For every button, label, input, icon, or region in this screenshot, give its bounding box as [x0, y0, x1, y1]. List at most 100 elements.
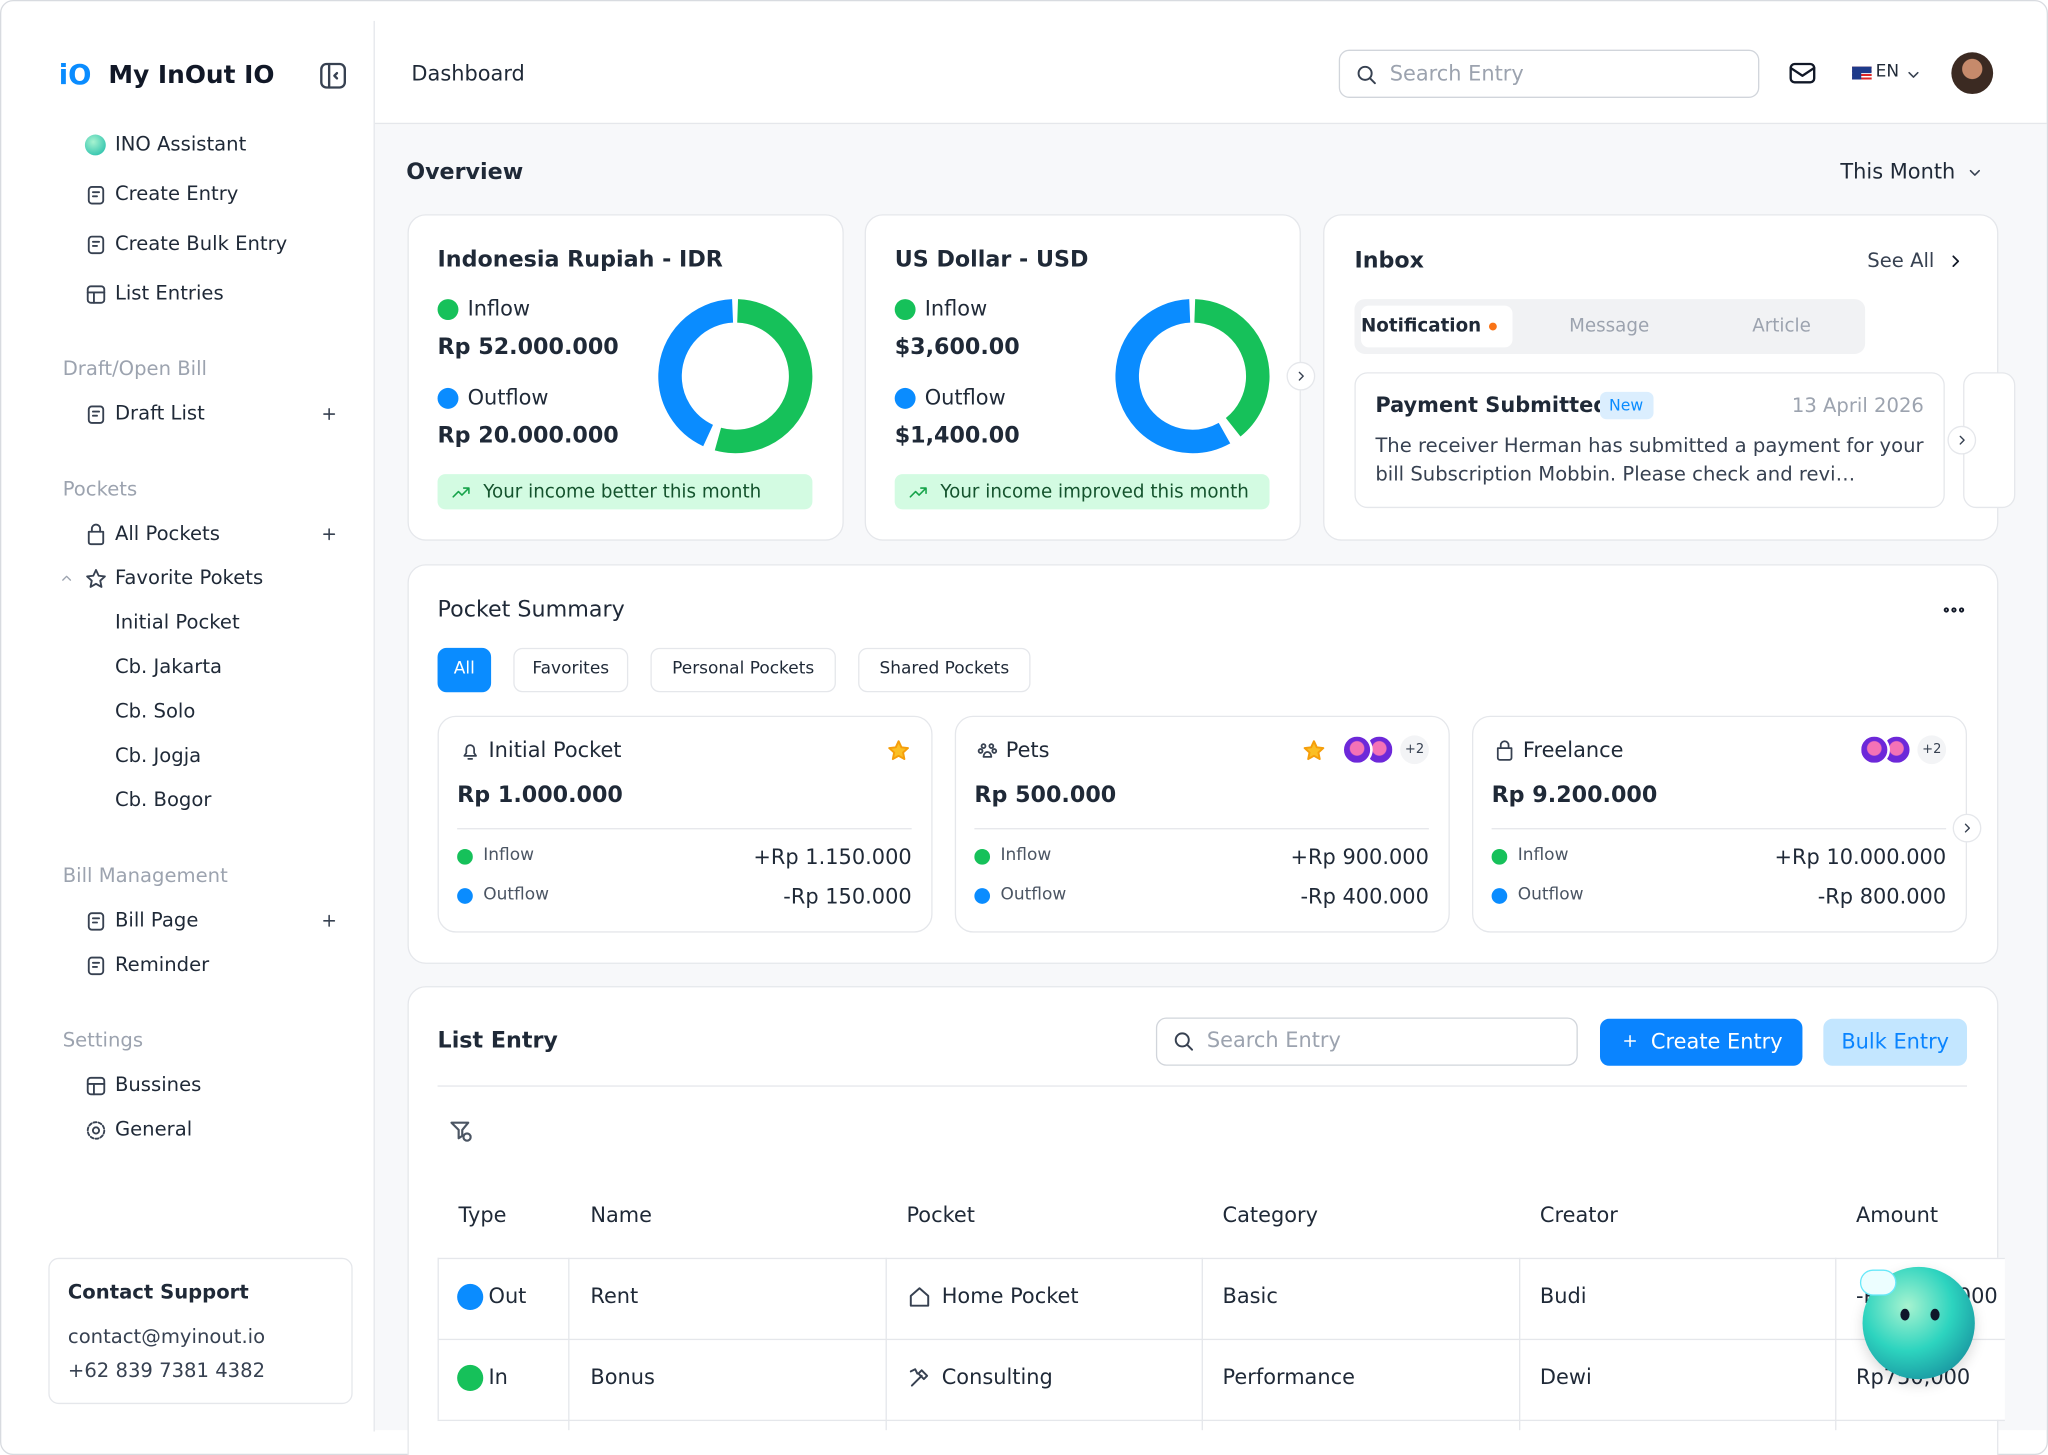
col-line: [1835, 1257, 1837, 1431]
badge: [1599, 391, 1654, 420]
sub-item[interactable]: Initial Pocket: [114, 610, 240, 634]
filter-label: Shared Pockets: [879, 659, 1010, 679]
filter-chip[interactable]: [437, 647, 492, 693]
divider: [437, 1085, 1968, 1087]
create-button[interactable]: [1599, 1018, 1803, 1066]
pocket-next[interactable]: [1952, 813, 1982, 843]
nav-icon: [86, 284, 105, 304]
see-all[interactable]: See All: [1867, 248, 1935, 272]
table-body: [437, 1257, 2005, 1420]
language[interactable]: EN: [1875, 62, 1900, 82]
outflow-dot: [894, 387, 916, 409]
sub-item[interactable]: Cb. Solo: [114, 699, 196, 723]
search-box[interactable]: [1338, 49, 1760, 98]
item-icon: [86, 1076, 105, 1095]
inflow-label: Inflow: [483, 845, 535, 866]
nav-item[interactable]: Reminder: [114, 952, 210, 976]
more-members: [1917, 735, 1947, 765]
tab[interactable]: Notification: [1360, 315, 1482, 337]
divider: [1491, 828, 1947, 830]
outflow-label: Outflow: [483, 884, 550, 905]
flag: [1852, 66, 1872, 80]
tab[interactable]: Message: [1569, 315, 1650, 337]
message-body: The receiver Herman has submitted a paym…: [1375, 433, 1924, 486]
list-search[interactable]: [1155, 1017, 1578, 1066]
add-icon: [323, 914, 336, 927]
outflow-value: Rp 20.000.000: [437, 423, 619, 450]
item-icon: [85, 568, 106, 588]
cell: Consulting: [941, 1364, 1053, 1390]
pocket-next-icon: [1964, 823, 1970, 833]
nav-item[interactable]: Draft List: [114, 401, 205, 425]
column-header: Category: [1222, 1202, 1318, 1228]
filter-chip[interactable]: [858, 647, 1031, 693]
sub-item[interactable]: Cb. Jogja: [114, 743, 202, 768]
sub-item[interactable]: Cb. Bogor: [114, 787, 212, 812]
cell: Basic: [1222, 1283, 1278, 1309]
section-title: Draft/Open Bill: [62, 356, 208, 381]
tab[interactable]: Article: [1752, 315, 1811, 337]
inflow-value: Rp 52.000.000: [437, 334, 619, 361]
filter-label: Personal Pockets: [672, 659, 815, 679]
period[interactable]: This Month: [1840, 158, 1956, 184]
nav-item[interactable]: Bussines: [114, 1072, 202, 1097]
nav-item[interactable]: List Entries: [114, 281, 224, 305]
member-avatar: [1341, 734, 1373, 766]
cell: Bonus: [590, 1364, 655, 1390]
column-header: Type: [458, 1202, 507, 1228]
unread-dot: [1488, 322, 1497, 331]
column-header: Name: [590, 1202, 653, 1228]
header-divider: [374, 122, 2047, 125]
favorite-star: [1303, 740, 1325, 761]
col-line: [1519, 1257, 1521, 1431]
period-chevron: [1969, 169, 1980, 176]
inflow-dot: [457, 848, 473, 865]
cell: In: [488, 1364, 508, 1390]
nav-item[interactable]: Create Bulk Entry: [114, 231, 288, 256]
support-card: [48, 1257, 353, 1405]
trend-icon: [909, 487, 927, 498]
collapse-icon: [320, 62, 346, 89]
message-next[interactable]: [1947, 425, 1977, 455]
list-search-placeholder: Search Entry: [1206, 1027, 1341, 1053]
outflow-value: -Rp 800.000: [1817, 883, 1947, 909]
add-icon: [323, 528, 336, 541]
pocket-balance: Rp 1.000.000: [457, 782, 623, 809]
brand: My InOut IO: [108, 60, 275, 90]
bulk-button[interactable]: [1823, 1018, 1968, 1066]
filter-chip[interactable]: [650, 647, 836, 693]
nav-item[interactable]: Create Entry: [114, 181, 239, 206]
pocket-card[interactable]: [437, 715, 933, 933]
note-banner: [437, 474, 813, 510]
nav-item[interactable]: Bill Page: [114, 908, 199, 932]
active-tab: [1360, 305, 1513, 348]
inflow-value: +Rp 10.000.000: [1774, 844, 1947, 870]
sub-item[interactable]: Cb. Jakarta: [114, 654, 223, 679]
nav-item[interactable]: All Pockets: [114, 521, 220, 545]
cell: Performance: [1222, 1364, 1355, 1390]
logo: iO: [58, 59, 92, 91]
outflow-dot: [1491, 888, 1508, 904]
pocket-icon: [977, 743, 998, 758]
message-date: 13 April 2026: [1791, 393, 1924, 417]
nav-item[interactable]: Favorite Pokets: [114, 565, 264, 590]
outflow-dot: [974, 888, 991, 904]
sidebar-divider: [373, 20, 375, 1432]
filter-chip[interactable]: [513, 647, 629, 693]
next-button[interactable]: [1286, 361, 1316, 391]
support-title: Contact Support: [67, 1280, 249, 1304]
pocket-icon: [1496, 740, 1513, 761]
member-avatar: [1858, 734, 1890, 766]
nav-item[interactable]: INO Assistant: [114, 132, 247, 156]
nav-item[interactable]: General: [114, 1117, 193, 1141]
expand-icon: [62, 575, 72, 581]
row-line: [437, 1338, 2005, 1341]
avatar: [1951, 52, 1994, 95]
assistant-icon: [84, 134, 106, 156]
column-header: Amount: [1855, 1202, 1939, 1228]
message-next-icon: [1959, 435, 1965, 445]
more-icon: [1943, 607, 1965, 613]
donut: [658, 299, 813, 454]
badge-text: New: [1609, 396, 1644, 415]
